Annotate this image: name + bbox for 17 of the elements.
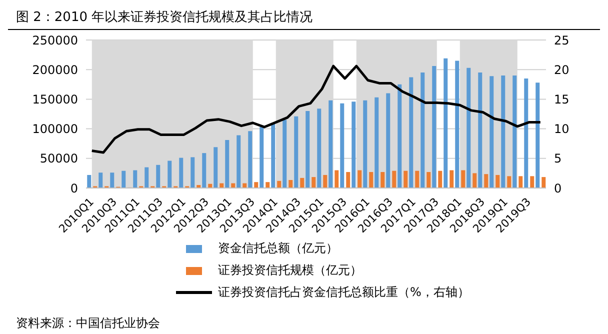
y2-tick-label: 10 [554, 122, 570, 136]
legend-label: 资金信托总额（亿元） [218, 240, 338, 257]
y-tick-label: 200000 [32, 62, 78, 77]
y2-tick-label: 5 [554, 152, 562, 166]
text: 资料来源：中国信托业协会 [16, 315, 161, 332]
legend-label: 证券投资信托占资金信托总额比重（%，右轴） [218, 284, 470, 301]
legend-label: 证券投资信托规模（亿元） [218, 262, 362, 279]
chart-title: 图 2：2010 年以来证券投资信托规模及其占比情况 [8, 8, 600, 30]
y-tick-label: 250000 [32, 33, 78, 48]
y-tick-label: 100000 [32, 122, 78, 136]
y-tick-label: 150000 [32, 92, 78, 106]
y2-tick-label: 25 [554, 33, 570, 48]
y2-tick-label: 0 [554, 181, 562, 196]
y-tick-label: 0 [70, 181, 78, 196]
y-tick-label: 50000 [40, 152, 78, 166]
y2-tick-label: 15 [554, 92, 570, 106]
y2-tick-label: 20 [554, 62, 570, 77]
